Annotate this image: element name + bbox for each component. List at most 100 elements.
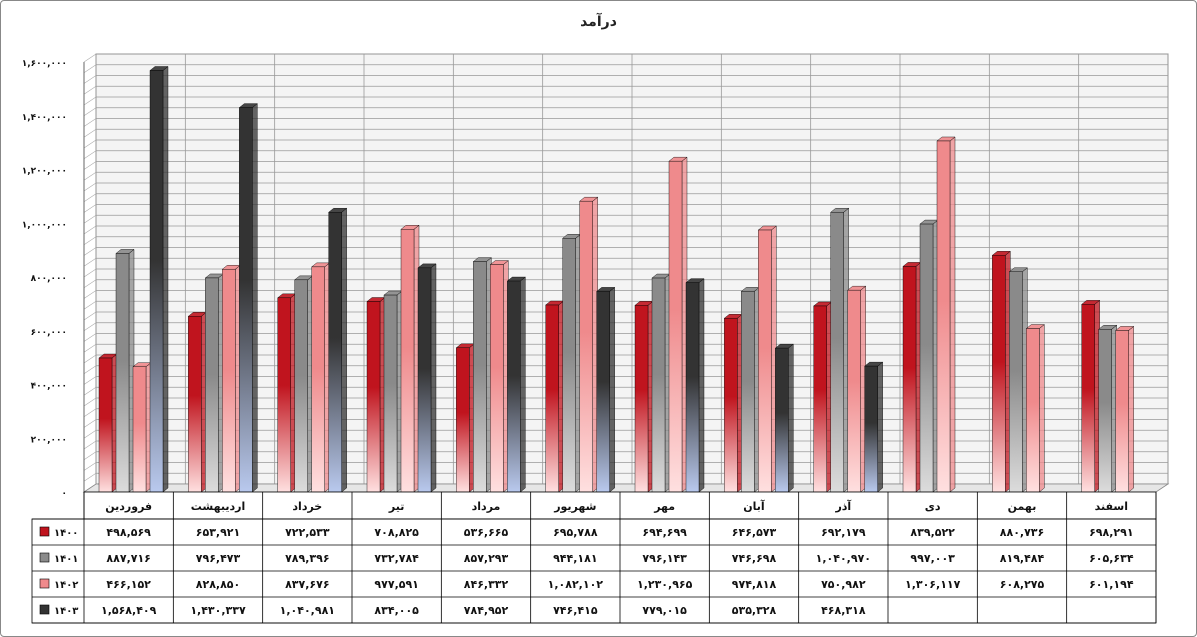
table-cell-value: ۶۹۵,۷۸۸ [553, 526, 598, 539]
gridline-side [83, 161, 97, 170]
gridline-side [83, 64, 97, 73]
bar-۱۴۰۰ [902, 266, 917, 493]
gridline-side [83, 172, 97, 181]
bar-۱۴۰۳ [685, 282, 700, 493]
category-label: خرداد [292, 500, 322, 513]
legend-swatch [39, 552, 50, 563]
y-tick-label: ۰ [62, 489, 68, 499]
table-cell-value: ۱,۲۳۰,۹۶۵ [637, 578, 693, 591]
bar-۱۴۰۲ [579, 200, 593, 493]
gridline-side [83, 268, 97, 278]
table-cell-value: ۶۵۳,۹۲۱ [196, 526, 240, 539]
bar-side [430, 263, 437, 493]
bar-side [788, 343, 794, 493]
bar-۱۴۰۱ [115, 253, 130, 493]
legend-swatch [39, 604, 50, 615]
gridline-side [83, 430, 97, 439]
bar-۱۴۰۰ [188, 316, 202, 493]
bar-۱۴۰۱ [830, 212, 844, 493]
gridline-side [83, 419, 97, 428]
gridline-side [83, 204, 97, 213]
gridline-side [83, 118, 97, 127]
bar-side [698, 278, 705, 493]
table-cell-value: ۸۳۷,۶۷۶ [285, 578, 329, 591]
gridline-side [83, 139, 97, 149]
gridline-side [83, 86, 97, 95]
table-cell-value: ۵۳۶,۶۶۵ [464, 526, 509, 539]
gridline-side [83, 182, 97, 192]
table-cell-value: ۶۹۴,۶۹۹ [642, 526, 687, 539]
category-label: فروردین [105, 500, 152, 513]
bar-۱۴۰۰ [366, 301, 381, 493]
bar-۱۴۰۲ [311, 266, 325, 493]
table-cell-value: ۱,۰۸۲,۱۰۲ [548, 578, 604, 591]
bar-۱۴۰۳ [417, 267, 432, 493]
bar-۱۴۰۱ [383, 294, 398, 493]
bar-۱۴۰۰ [813, 305, 827, 493]
bar-۱۴۰۳ [149, 70, 164, 493]
table-cell-value: ۸۳۴,۰۰۵ [374, 604, 419, 617]
y-tick-label: ۲۰۰,۰۰۰ [31, 435, 67, 445]
bar-۱۴۰۲ [132, 366, 147, 493]
gridline-side [83, 193, 97, 202]
table-cell-value: ۸۱۹,۴۸۴ [1000, 552, 1045, 565]
bar-۱۴۰۲ [222, 269, 236, 493]
y-tick-label: ۸۰۰,۰۰۰ [31, 274, 67, 284]
table-cell-value: ۷۸۹,۳۹۶ [285, 552, 329, 565]
table-cell-value: ۸۳۹,۵۲۲ [910, 526, 955, 539]
bar-۱۴۰۱ [919, 223, 934, 493]
gridline-side [83, 150, 97, 159]
gridline-side [83, 365, 97, 374]
table-cell-value: ۸۴۶,۳۳۲ [464, 578, 509, 591]
category-label: آبان [743, 499, 765, 513]
chart-title: درآمد [580, 14, 617, 30]
gridline-side [83, 397, 97, 407]
gridline-side [83, 473, 97, 482]
table-cell-value: ۴۶۶,۱۵۲ [106, 578, 151, 591]
bar-side [1039, 324, 1045, 493]
table-cell-value: ۹۹۷,۰۰۳ [910, 552, 955, 565]
category-label: مرداد [472, 500, 501, 513]
category-label: تیر [388, 500, 404, 513]
table-cell-value: ۱,۴۳۰,۳۳۷ [190, 604, 246, 617]
bar-۱۴۰۰ [98, 357, 113, 493]
bar-۱۴۰۱ [294, 279, 308, 493]
table-cell-value: ۱,۳۰۶,۱۱۷ [905, 578, 961, 591]
bar-side [949, 136, 956, 493]
table-cell-value: ۷۷۹,۰۱۵ [642, 604, 687, 617]
legend-swatch [39, 526, 50, 537]
bar-۱۴۰۳ [596, 291, 610, 493]
gridline-side [83, 376, 97, 385]
gridline-side [83, 215, 97, 224]
bar-side [1128, 326, 1134, 493]
table-cell-value: ۷۴۶,۴۱۵ [553, 604, 598, 617]
gridline-side [83, 247, 97, 256]
table-cell-value: ۵۳۵,۳۲۸ [732, 604, 777, 617]
table-cell-value: ۱,۵۶۸,۴۰۹ [101, 604, 157, 617]
bar-۱۴۰۲ [400, 229, 415, 493]
category-label: اردیبهشت [191, 500, 245, 513]
gridline-side [83, 279, 97, 288]
bar-۱۴۰۱ [562, 238, 576, 493]
bar-۱۴۰۰ [545, 304, 559, 493]
y-tick-label: ۱,۴۰۰,۰۰۰ [22, 113, 67, 123]
table-cell-value: ۷۳۲,۷۸۴ [374, 552, 419, 565]
bar-۱۴۰۲ [490, 264, 504, 493]
category-label: اسفند [1095, 500, 1128, 513]
bar-۱۴۰۲ [758, 229, 772, 493]
bar-۱۴۰۳ [328, 212, 342, 493]
gridline-side [83, 451, 97, 460]
gridline-side [83, 225, 97, 235]
table-cell-value: ۷۸۴,۹۵۲ [464, 604, 509, 617]
category-label: آذر [834, 499, 851, 513]
table-cell-value: ۷۹۶,۴۷۳ [196, 552, 241, 565]
bar-۱۴۰۳ [239, 107, 253, 493]
bar-۱۴۰۱ [205, 277, 219, 493]
bar-۱۴۰۰ [992, 255, 1006, 493]
gridline-side [83, 387, 97, 396]
series-name: ۱۴۰۱ [54, 554, 78, 565]
table-cell-value: ۸۸۰,۷۳۶ [1000, 526, 1044, 539]
series-name: ۱۴۰۰ [54, 528, 78, 539]
y-tick-label: ۱,۶۰۰,۰۰۰ [22, 59, 67, 69]
